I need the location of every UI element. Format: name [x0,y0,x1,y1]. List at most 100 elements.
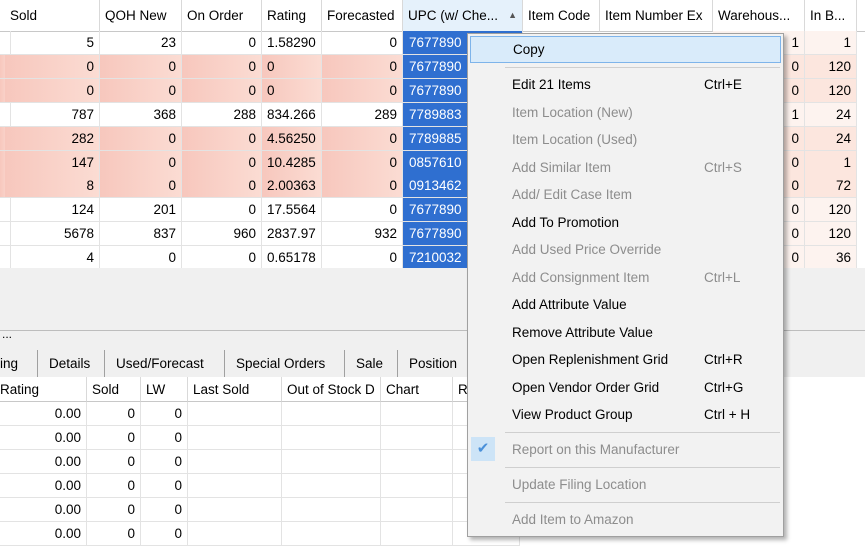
tab[interactable]: ing [0,350,38,377]
tab[interactable]: Sale [345,350,398,377]
grid-cell[interactable]: 36 [805,246,857,268]
column-header[interactable]: Warehous... [713,0,805,32]
column-header[interactable]: Sold [5,0,100,32]
grid-cell[interactable]: 960 [182,222,262,247]
grid-cell[interactable]: 0.00 [0,450,87,474]
grid-cell[interactable]: 0 [182,54,262,79]
grid-cell[interactable]: 834.266 [262,102,322,127]
column-header[interactable]: Last Sold [188,377,282,402]
grid-cell[interactable]: 0 [322,150,403,175]
column-header[interactable]: Rating [262,0,322,32]
grid-cell[interactable]: 0 [262,78,322,103]
grid-cell[interactable]: 0 [100,150,182,175]
grid-cell[interactable] [282,402,381,426]
grid-cell[interactable]: 0 [182,78,262,103]
grid-cell[interactable]: 837 [100,222,182,247]
grid-cell[interactable]: 0 [322,198,403,223]
grid-cell[interactable]: 288 [182,102,262,127]
grid-cell[interactable]: 8 [5,174,100,199]
grid-cell[interactable]: 4 [5,246,100,268]
column-header[interactable]: Forecasted [322,0,403,32]
grid-cell[interactable]: 0 [182,198,262,223]
grid-cell[interactable]: 0 [141,402,188,426]
grid-cell[interactable]: 2837.97 [262,222,322,247]
grid-cell[interactable]: 0 [100,54,182,79]
grid-cell[interactable]: 5678 [5,222,100,247]
grid-cell[interactable]: 0 [182,174,262,199]
tab[interactable]: Special Orders [225,350,345,377]
grid-cell[interactable]: 1.58290 [262,31,322,55]
tab[interactable]: Position [398,350,470,377]
grid-cell[interactable]: 4.56250 [262,126,322,151]
grid-cell[interactable]: 0 [87,474,141,498]
column-header[interactable]: Item Code [523,0,600,32]
grid-cell[interactable]: 289 [322,102,403,127]
grid-cell[interactable]: 120 [805,78,857,103]
grid-cell[interactable]: 0.00 [0,402,87,426]
grid-cell[interactable]: 0 [87,426,141,450]
grid-cell[interactable]: 0 [182,31,262,55]
menu-item[interactable]: Edit 21 Items Ctrl+E [470,71,781,98]
grid-cell[interactable]: 0 [100,174,182,199]
grid-cell[interactable]: 1 [805,31,857,55]
column-header[interactable]: LW [141,377,188,402]
column-header[interactable]: Out of Stock D [282,377,381,402]
grid-cell[interactable]: 17.5564 [262,198,322,223]
grid-cell[interactable]: 10.4285 [262,150,322,175]
grid-cell[interactable] [188,474,282,498]
grid-cell[interactable] [188,402,282,426]
grid-cell[interactable]: 0 [87,450,141,474]
grid-cell[interactable] [188,522,282,546]
grid-cell[interactable]: 124 [5,198,100,223]
menu-item[interactable]: Open Vendor Order Grid Ctrl+G [470,374,781,401]
grid-cell[interactable]: 0 [141,426,188,450]
grid-cell[interactable]: 0 [87,402,141,426]
column-header[interactable]: UPC (w/ Che... ▲ [403,0,523,32]
grid-cell[interactable]: 120 [805,222,857,247]
grid-cell[interactable]: 0 [322,246,403,268]
grid-cell[interactable]: 282 [5,126,100,151]
grid-cell[interactable] [188,498,282,522]
grid-cell[interactable]: 0 [5,78,100,103]
grid-cell[interactable]: 0 [141,474,188,498]
grid-cell[interactable]: 0 [322,54,403,79]
grid-cell[interactable] [381,474,453,498]
grid-cell[interactable]: 72 [805,174,857,199]
grid-cell[interactable] [282,426,381,450]
grid-cell[interactable]: 932 [322,222,403,247]
menu-item[interactable]: Open Replenishment Grid Ctrl+R [470,346,781,373]
grid-cell[interactable]: 0 [262,54,322,79]
grid-cell[interactable]: 0 [87,498,141,522]
grid-cell[interactable]: 0.00 [0,474,87,498]
grid-cell[interactable]: 0 [5,54,100,79]
grid-cell[interactable] [282,450,381,474]
grid-cell[interactable]: 0 [322,78,403,103]
column-header[interactable]: In B... [805,0,857,32]
grid-cell[interactable]: 0 [322,31,403,55]
grid-cell[interactable]: 0 [182,246,262,268]
grid-cell[interactable] [282,498,381,522]
grid-cell[interactable]: 120 [805,54,857,79]
grid-cell[interactable] [188,450,282,474]
grid-cell[interactable] [381,498,453,522]
grid-cell[interactable]: 0.00 [0,498,87,522]
tab[interactable]: Details [38,350,105,377]
grid-cell[interactable]: 0 [182,150,262,175]
tab[interactable]: Used/Forecast [105,350,225,377]
grid-cell[interactable]: 120 [805,198,857,223]
grid-cell[interactable] [188,426,282,450]
grid-cell[interactable]: 0 [182,126,262,151]
grid-cell[interactable]: 5 [5,31,100,55]
grid-cell[interactable]: 0 [141,450,188,474]
column-header[interactable]: Chart [381,377,453,402]
column-header[interactable]: Item Number Ex [600,0,713,32]
grid-cell[interactable]: 787 [5,102,100,127]
menu-item[interactable]: Copy [470,36,781,63]
grid-cell[interactable]: 0 [141,498,188,522]
grid-cell[interactable]: 0 [322,174,403,199]
column-header[interactable]: QOH New [100,0,182,32]
menu-item[interactable]: Remove Attribute Value [470,319,781,346]
grid-cell[interactable] [381,402,453,426]
menu-item[interactable]: Add To Promotion [470,209,781,236]
menu-item[interactable]: Add Attribute Value [470,291,781,318]
